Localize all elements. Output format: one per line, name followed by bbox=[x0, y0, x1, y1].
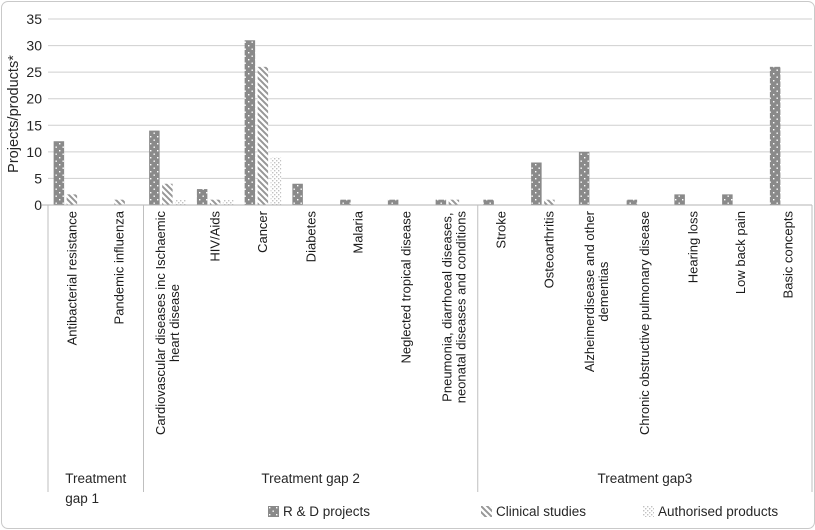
bar-s0-c10 bbox=[531, 162, 542, 205]
legend-label-authorised-products: Authorised products bbox=[658, 503, 779, 519]
bar-s0-c11 bbox=[578, 151, 590, 205]
category-label-c5: Diabetes bbox=[302, 211, 318, 263]
bar-s1-c3 bbox=[209, 199, 221, 205]
bar-s1-c1 bbox=[114, 199, 125, 205]
y-tick-label: 30 bbox=[26, 38, 42, 54]
bar-s0-c5 bbox=[292, 183, 303, 205]
group-label-0: Treatment gap 1 bbox=[65, 471, 127, 506]
bar-s0-c7 bbox=[387, 199, 399, 205]
y-axis-title: Projects/products* bbox=[6, 55, 22, 173]
category-label-c0: Antibacterial resistance bbox=[64, 211, 80, 346]
legend-swatch-rd-projects-icon bbox=[268, 505, 279, 517]
bars bbox=[53, 40, 781, 206]
category-label-c2: Cardiovascular diseases inc Ischaemic he… bbox=[152, 211, 182, 435]
y-tick-label: 25 bbox=[26, 64, 42, 80]
category-label-c15: Basic concepts bbox=[780, 211, 796, 299]
legend-label-rd-projects: R & D projects bbox=[283, 503, 371, 519]
bar-s0-c0 bbox=[53, 141, 65, 205]
legend-label-clinical-studies: Clinical studies bbox=[496, 503, 587, 519]
bar-s0-c12 bbox=[626, 199, 638, 205]
category-label-c14: Low back pain bbox=[732, 211, 748, 295]
category-label-c4: Cancer bbox=[255, 211, 271, 253]
group-label-1: Treatment gap 2 bbox=[261, 471, 360, 486]
category-label-c8: Pneumonia, diarrhoeal diseases, neonatal… bbox=[439, 211, 468, 404]
bar-s1-c10 bbox=[544, 199, 555, 205]
bar-s0-c3 bbox=[196, 189, 208, 205]
bar-s1-c8 bbox=[448, 199, 460, 205]
axis-and-dividers bbox=[42, 204, 813, 492]
category-label-c1: Pandemic influenza bbox=[111, 211, 127, 325]
category-label-c12: Chronic obstructive pulmonary disease bbox=[637, 211, 653, 435]
bar-s0-c8 bbox=[435, 199, 447, 205]
y-tick-label: 10 bbox=[26, 144, 42, 160]
y-tick-label: 0 bbox=[34, 197, 42, 213]
bar-s0-c4 bbox=[244, 40, 256, 206]
legend-swatch-clinical-studies-icon bbox=[481, 505, 492, 517]
legend-swatch-authorised-products-icon bbox=[643, 505, 654, 517]
y-tick-label: 20 bbox=[26, 91, 42, 107]
bar-s0-c9 bbox=[483, 199, 494, 205]
bar-s0-c2 bbox=[149, 130, 160, 205]
bar-s2-c2 bbox=[175, 199, 186, 205]
bar-s0-c6 bbox=[340, 199, 351, 205]
category-label-c13: Hearing loss bbox=[684, 211, 700, 284]
bar-s1-c2 bbox=[162, 183, 173, 205]
bar-s2-c3 bbox=[222, 199, 234, 205]
category-label-c3: HIV/Aids bbox=[207, 211, 223, 262]
category-label-c6: Malaria bbox=[350, 211, 366, 254]
y-axis-tick-labels: 0 5 10 15 20 25 30 35 bbox=[26, 11, 42, 213]
bar-s1-c0 bbox=[66, 194, 78, 205]
y-tick-label: 35 bbox=[26, 11, 42, 27]
category-label-c9: Stroke bbox=[493, 211, 509, 249]
legend-item-clinical-studies: Clinical studies bbox=[481, 503, 586, 519]
category-label-c7: Neglected tropical disease bbox=[398, 211, 414, 364]
legend-item-rd-projects: R & D projects bbox=[268, 503, 370, 519]
bar-s0-c14 bbox=[722, 194, 733, 205]
bar-s0-c15 bbox=[769, 66, 781, 205]
y-tick-label: 15 bbox=[26, 117, 42, 133]
bar-s2-c4 bbox=[270, 157, 282, 205]
category-label-c10: Osteoarthritis bbox=[541, 211, 557, 289]
bar-s1-c4 bbox=[257, 66, 269, 205]
group-label-2: Treatment gap3 bbox=[597, 471, 693, 486]
y-tick-label: 5 bbox=[34, 170, 42, 186]
legend-item-authorised-products: Authorised products bbox=[643, 503, 778, 519]
bar-s0-c13 bbox=[674, 194, 685, 205]
category-label-c11: Alzheimerdisease and other dementias bbox=[582, 211, 612, 373]
gridlines bbox=[48, 18, 812, 179]
